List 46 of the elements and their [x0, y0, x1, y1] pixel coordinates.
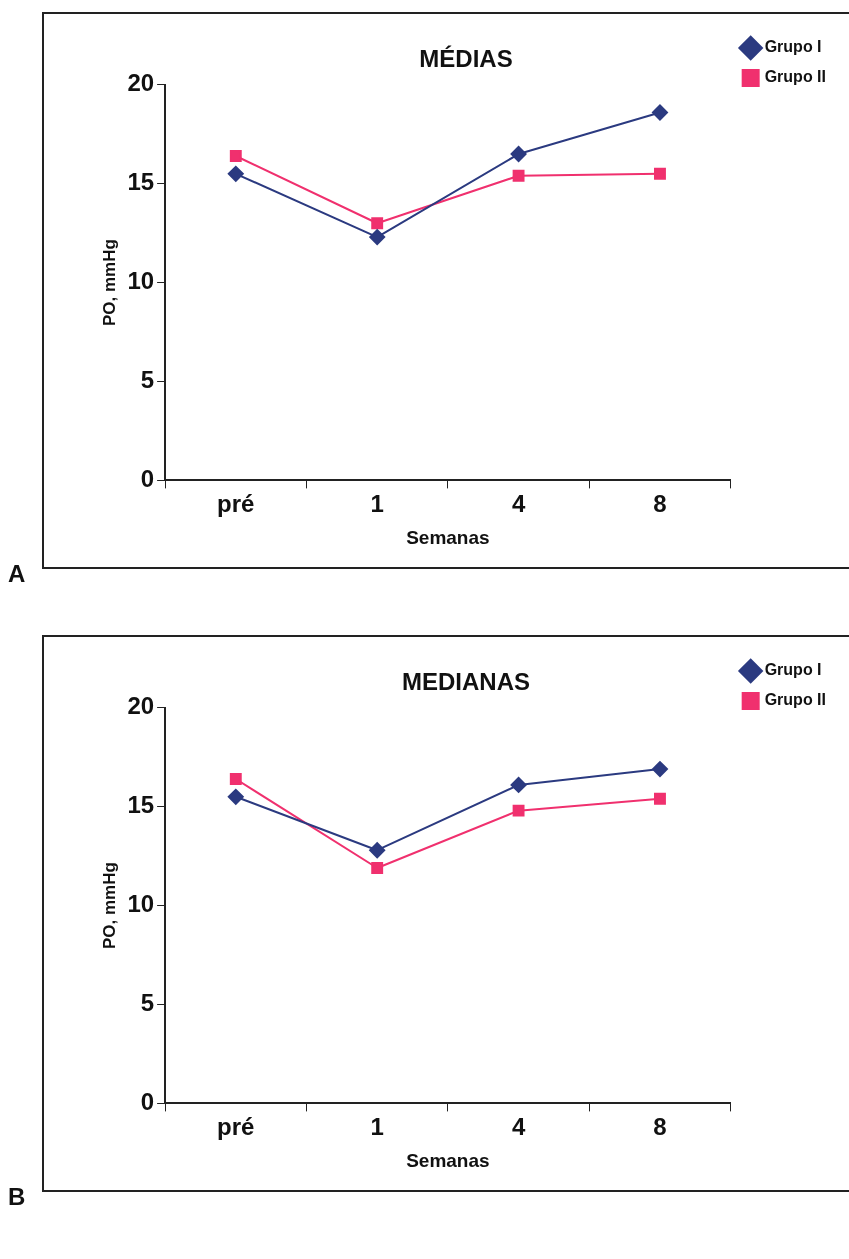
text: A — [8, 560, 26, 588]
x-tick-label: 1 — [370, 1113, 384, 1141]
point — [651, 761, 668, 778]
y-tick-label: 0 — [140, 465, 155, 493]
point — [371, 862, 384, 874]
point — [227, 788, 244, 805]
legend-label: Grupo I — [764, 38, 822, 56]
y-tick-label: 0 — [140, 1088, 155, 1116]
x-tick-label: 8 — [653, 1113, 667, 1141]
point — [510, 776, 527, 793]
point — [229, 773, 242, 785]
y-tick-label: 15 — [127, 168, 155, 196]
y-axis-title: PO, mmHg — [99, 862, 119, 950]
x-tick-label: 1 — [370, 490, 384, 518]
legend-label: Grupo II — [764, 691, 826, 709]
y-tick-label: 20 — [127, 69, 155, 97]
x-axis-title: Semanas — [406, 1149, 490, 1171]
x-tick-label: pré — [217, 490, 255, 518]
x-tick-label: 4 — [511, 1113, 526, 1141]
y-tick-label: 10 — [127, 267, 155, 295]
point — [512, 804, 525, 817]
point — [510, 146, 527, 163]
point — [369, 842, 386, 859]
legend-label: Grupo II — [764, 68, 826, 86]
point — [654, 167, 666, 180]
chart-title: MEDIANAS — [401, 668, 531, 696]
x-axis-title: Semanas — [406, 526, 490, 548]
x-tick-label: 4 — [511, 490, 526, 518]
legend-label: Grupo I — [764, 661, 822, 679]
point — [371, 217, 384, 230]
chart-title: MÉDIAS — [419, 45, 513, 73]
point — [369, 229, 386, 246]
y-axis-title: PO, mmHg — [99, 239, 119, 327]
point — [651, 104, 668, 121]
point — [512, 169, 525, 182]
y-tick-label: 5 — [140, 366, 155, 394]
y-tick-label: 15 — [127, 791, 155, 819]
point — [227, 165, 244, 182]
x-tick-label: pré — [217, 1113, 255, 1141]
x-tick-label: 8 — [653, 490, 667, 518]
y-tick-label: 10 — [127, 890, 155, 918]
point — [229, 150, 242, 162]
y-tick-label: 5 — [140, 989, 155, 1017]
point — [654, 792, 666, 805]
y-tick-label: 20 — [127, 692, 155, 720]
text: B — [8, 1183, 26, 1211]
